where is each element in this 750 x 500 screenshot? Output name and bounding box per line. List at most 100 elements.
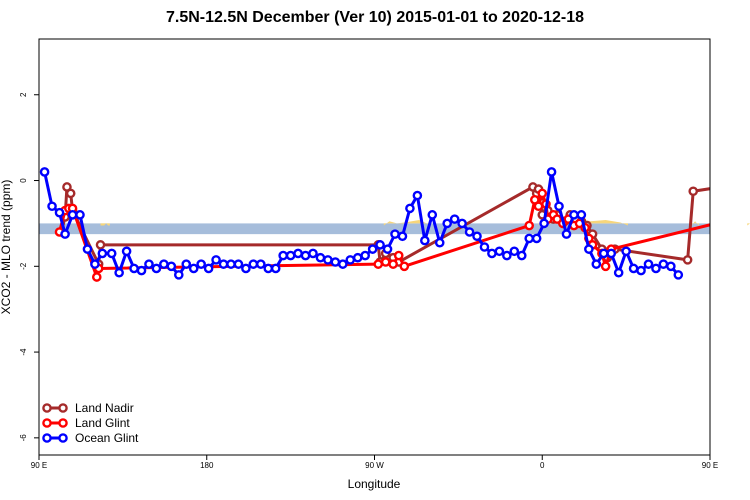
point-ocean-glint-68 bbox=[546, 167, 557, 177]
point-ocean-glint-59 bbox=[479, 242, 490, 252]
point-ocean-glint-12 bbox=[129, 263, 139, 274]
point-ocean-glint-52 bbox=[427, 210, 438, 220]
point-ocean-glint-74 bbox=[591, 259, 602, 269]
point-ocean-glint-26 bbox=[233, 259, 244, 269]
point-ocean-glint-7 bbox=[90, 259, 100, 269]
point-land-nadir-30 bbox=[688, 186, 699, 197]
legend-marker-left-ocean-glint bbox=[42, 433, 52, 443]
reference-band-layer bbox=[39, 223, 710, 235]
legend-marker-right-ocean-glint bbox=[58, 433, 68, 443]
point-ocean-glint-65 bbox=[524, 233, 535, 244]
point-land-glint-10 bbox=[399, 261, 410, 272]
y-tick-label-2: -2 bbox=[19, 262, 28, 270]
point-ocean-glint-64 bbox=[516, 250, 527, 261]
point-ocean-glint-45 bbox=[375, 240, 385, 250]
point-ocean-glint-84 bbox=[666, 261, 676, 272]
point-ocean-glint-46 bbox=[382, 244, 393, 254]
y-axis-label: XCO2 - MLO trend (ppm) bbox=[0, 180, 13, 315]
point-ocean-glint-36 bbox=[308, 248, 318, 259]
point-ocean-glint-2 bbox=[54, 207, 65, 218]
point-land-glint-6 bbox=[373, 259, 384, 269]
point-ocean-glint-54 bbox=[442, 218, 452, 229]
point-land-glint-11 bbox=[524, 220, 535, 231]
point-land-nadir-29 bbox=[682, 255, 693, 265]
point-ocean-glint-28 bbox=[248, 259, 259, 269]
point-ocean-glint-37 bbox=[315, 252, 326, 263]
point-ocean-glint-41 bbox=[345, 255, 356, 265]
point-land-glint-13 bbox=[533, 201, 544, 212]
point-ocean-glint-83 bbox=[658, 259, 669, 269]
point-ocean-glint-18 bbox=[173, 270, 184, 280]
point-ocean-glint-9 bbox=[106, 248, 117, 259]
land-silhouette-0 bbox=[100, 223, 110, 226]
point-ocean-glint-76 bbox=[606, 248, 617, 259]
point-ocean-glint-6 bbox=[82, 244, 93, 254]
point-ocean-glint-70 bbox=[561, 229, 572, 239]
point-ocean-glint-16 bbox=[159, 259, 169, 269]
point-ocean-glint-49 bbox=[405, 203, 415, 214]
point-ocean-glint-4 bbox=[67, 210, 78, 220]
point-ocean-glint-11 bbox=[121, 246, 132, 257]
x-tick-label-4: 90 E bbox=[702, 461, 718, 470]
series-ocean-glint bbox=[39, 167, 684, 280]
point-land-nadir-32 bbox=[721, 190, 728, 197]
point-ocean-glint-40 bbox=[338, 259, 348, 269]
reference-band bbox=[39, 223, 710, 235]
point-land-nadir-34 bbox=[731, 220, 738, 227]
point-land-nadir-31 bbox=[718, 183, 725, 190]
x-tick-label-2: 90 W bbox=[365, 461, 384, 470]
point-ocean-glint-63 bbox=[509, 246, 520, 257]
point-ocean-glint-71 bbox=[569, 210, 579, 220]
legend-marker-left-land-nadir bbox=[42, 403, 52, 413]
point-land-glint-14 bbox=[537, 188, 548, 199]
point-ocean-glint-22 bbox=[203, 263, 214, 274]
point-land-glint-29 bbox=[712, 220, 719, 227]
point-ocean-glint-73 bbox=[584, 244, 594, 254]
y-axis: 2 0 -2 -4 -6 bbox=[19, 92, 39, 441]
point-ocean-glint-42 bbox=[352, 252, 363, 263]
point-land-glint-7 bbox=[380, 257, 391, 267]
point-ocean-glint-78 bbox=[621, 246, 631, 257]
point-ocean-glint-20 bbox=[188, 263, 199, 274]
point-ocean-glint-32 bbox=[278, 250, 288, 261]
legend-label-land-glint: Land Glint bbox=[75, 416, 130, 430]
x-tick-label-3: 0 bbox=[540, 461, 545, 470]
x-axis: 90 E 180 90 W 0 90 E bbox=[31, 455, 718, 470]
point-land-nadir-6 bbox=[95, 240, 106, 250]
point-ocean-glint-53 bbox=[434, 237, 445, 248]
point-ocean-glint-57 bbox=[464, 227, 475, 237]
point-ocean-glint-24 bbox=[218, 259, 229, 269]
series-layer bbox=[39, 167, 738, 282]
y-tick-label-4: -6 bbox=[19, 434, 28, 442]
point-ocean-glint-31 bbox=[270, 263, 281, 274]
point-ocean-glint-56 bbox=[457, 218, 467, 229]
point-land-glint-32 bbox=[725, 203, 732, 210]
point-ocean-glint-66 bbox=[531, 233, 542, 244]
legend-label-land-nadir: Land Nadir bbox=[75, 401, 134, 415]
legend-marker-left-land-glint bbox=[42, 418, 52, 428]
y-tick-label-3: -4 bbox=[19, 348, 28, 356]
point-land-nadir-3 bbox=[65, 188, 76, 199]
point-ocean-glint-72 bbox=[576, 210, 587, 220]
point-ocean-glint-33 bbox=[285, 250, 296, 261]
point-ocean-glint-55 bbox=[449, 214, 460, 224]
point-ocean-glint-60 bbox=[487, 248, 497, 259]
point-ocean-glint-44 bbox=[367, 244, 378, 254]
point-ocean-glint-0 bbox=[39, 167, 50, 177]
point-ocean-glint-35 bbox=[300, 250, 311, 261]
legend-marker-right-land-nadir bbox=[58, 403, 68, 413]
point-ocean-glint-77 bbox=[613, 267, 624, 278]
point-land-glint-30 bbox=[716, 207, 723, 214]
legend-marker-right-land-glint bbox=[58, 418, 68, 428]
x-tick-label-1: 180 bbox=[200, 461, 214, 470]
point-ocean-glint-25 bbox=[226, 259, 236, 269]
point-ocean-glint-47 bbox=[390, 229, 400, 239]
point-ocean-glint-61 bbox=[494, 246, 505, 257]
point-land-nadir-33 bbox=[725, 207, 732, 214]
point-ocean-glint-8 bbox=[97, 248, 108, 259]
point-ocean-glint-3 bbox=[60, 229, 70, 239]
chart-title: 7.5N-12.5N December (Ver 10) 2015-01-01 … bbox=[165, 9, 585, 26]
point-ocean-glint-23 bbox=[211, 255, 221, 265]
point-land-glint-9 bbox=[393, 250, 404, 261]
